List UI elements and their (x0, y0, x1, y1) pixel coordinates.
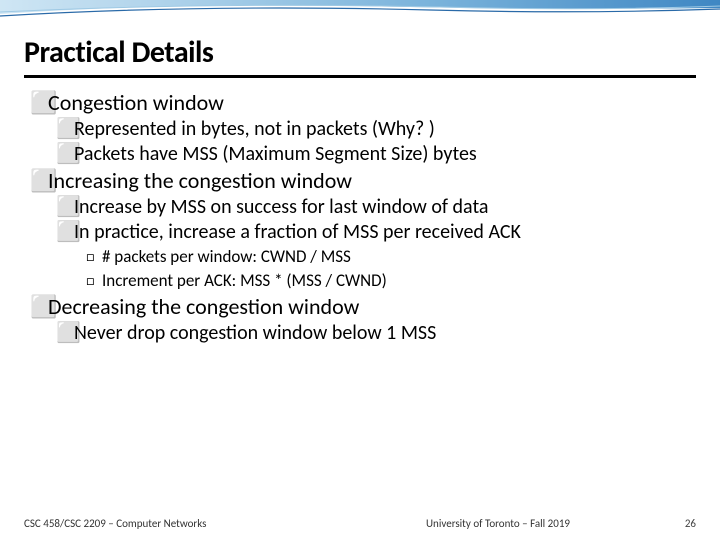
square-bullet-icon: ⬜ (56, 117, 74, 141)
bullet-lvl1: ⬜Congestion window (24, 90, 696, 115)
bullet-lvl2: ⬜Increase by MSS on success for last win… (24, 195, 696, 219)
bullet-text: In practice, increase a fraction of MSS … (74, 220, 521, 244)
square-bullet-icon: □ (86, 272, 102, 290)
bullet-lvl1: ⬜Increasing the congestion window (24, 168, 696, 193)
bullet-lvl2: ⬜Never drop congestion window below 1 MS… (24, 321, 696, 345)
bullet-lvl2: ⬜Packets have MSS (Maximum Segment Size)… (24, 142, 696, 166)
title-underline (24, 75, 696, 78)
square-bullet-icon: ⬜ (56, 195, 74, 219)
square-bullet-icon: ⬜ (30, 294, 48, 319)
square-bullet-icon: ⬜ (30, 168, 48, 193)
bullet-lvl3: □Increment per ACK: MSS * (MSS / CWND) (24, 270, 696, 292)
bullet-text: Congestion window (48, 89, 224, 116)
slide-title: Practical Details (24, 34, 696, 71)
bullet-text: Packets have MSS (Maximum Segment Size) … (74, 142, 477, 166)
bullet-lvl1: ⬜Decreasing the congestion window (24, 294, 696, 319)
bullet-text: Increasing the congestion window (48, 167, 352, 194)
bullet-text: # packets per window: CWND / MSS (102, 246, 351, 267)
square-bullet-icon: ⬜ (56, 321, 74, 345)
slide-number: 26 (656, 517, 696, 530)
bullet-lvl2: ⬜Represented in bytes, not in packets (W… (24, 117, 696, 141)
footer-left: CSC 458/CSC 2209 – Computer Networks (24, 517, 340, 530)
square-bullet-icon: ⬜ (56, 220, 74, 244)
slide: Practical Details ⬜Congestion window ⬜Re… (0, 0, 720, 540)
square-bullet-icon: ⬜ (56, 142, 74, 166)
footer-center: University of Toronto – Fall 2019 (340, 517, 656, 530)
square-bullet-icon: □ (86, 248, 102, 266)
bullet-lvl3: □# packets per window: CWND / MSS (24, 246, 696, 268)
bullet-text: Increment per ACK: MSS * (MSS / CWND) (102, 270, 387, 291)
bullet-lvl2: ⬜In practice, increase a fraction of MSS… (24, 220, 696, 244)
bullet-text: Increase by MSS on success for last wind… (74, 195, 488, 219)
footer: CSC 458/CSC 2209 – Computer Networks Uni… (0, 517, 720, 530)
bullet-text: Represented in bytes, not in packets (Wh… (74, 117, 435, 141)
square-bullet-icon: ⬜ (30, 90, 48, 115)
bullet-text: Decreasing the congestion window (48, 293, 359, 320)
bullet-text: Never drop congestion window below 1 MSS (74, 321, 436, 345)
